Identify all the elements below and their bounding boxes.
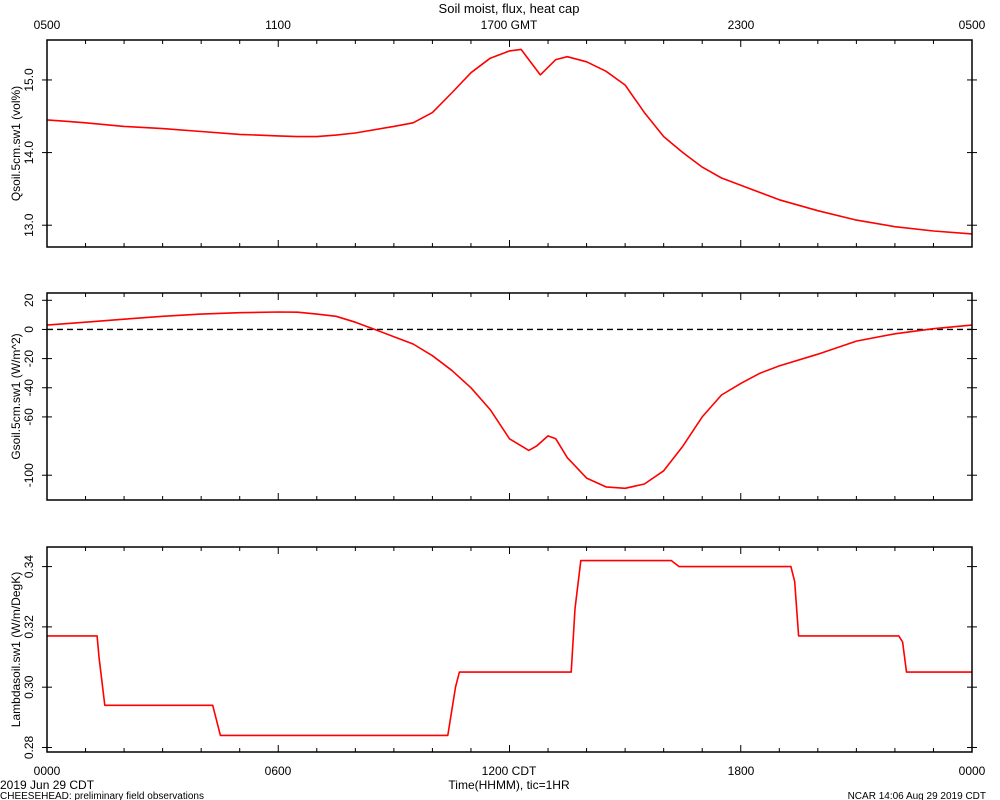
y-tick-label: -60: [22, 408, 36, 426]
y-tick-label: 0.28: [22, 735, 36, 759]
y-tick-label: 13.0: [22, 213, 36, 237]
soil-heat-flux-panel: -100 -60 -40 -20 0 20 Gsoil.5cm.sw1 (W/m^2): [9, 292, 977, 501]
series-line: [47, 559, 972, 737]
y-tick-label: 0.34: [22, 555, 36, 579]
series-line: [46, 311, 973, 490]
footer-left: CHEESEHEAD: preliminary field observatio…: [0, 791, 204, 800]
bottom-tick-label: 1200 CDT: [482, 764, 537, 778]
bottom-tick-label: 0600: [265, 764, 292, 778]
y-tick-label: 0.32: [22, 615, 36, 639]
top-tick-label: 1100: [265, 18, 291, 32]
bottom-tick-label: 0000: [34, 764, 61, 778]
bottom-tick-label: 0000: [959, 764, 986, 778]
y-axis-label: Gsoil.5cm.sw1 (W/m^2): [9, 333, 23, 459]
top-tick-label: 1700 GMT: [481, 18, 538, 32]
y-tick-label: -20: [22, 350, 36, 368]
top-tick-label: 2300: [728, 18, 755, 32]
y-tick-label: 15.0: [22, 68, 36, 92]
y-tick-label: 14.0: [22, 141, 36, 165]
y-axis-label: Lambdasoil.sw1 (W/m/DegK): [9, 572, 23, 727]
top-tick-label: 0500: [959, 18, 986, 32]
series-line: [46, 48, 973, 235]
date-label: 2019 Jun 29 CDT: [0, 778, 95, 792]
y-axis-label: Qsoil.5cm.sw1 (vol%): [9, 86, 23, 201]
y-tick-label: -40: [22, 379, 36, 397]
plot-frame: [46, 39, 973, 248]
y-tick-label: 0: [22, 326, 36, 333]
x-axis-label: Time(HHMM), tic=1HR: [448, 778, 570, 792]
top-axis-labels: 0500 1100 1700 GMT 2300 0500: [34, 18, 986, 32]
bottom-tick-label: 1800: [728, 764, 755, 778]
chart-title: Soil moist, flux, heat cap: [439, 1, 580, 16]
plot-frame: [46, 546, 973, 753]
bottom-axis-labels: 0000 0600 1200 CDT 1800 0000: [34, 764, 986, 778]
y-tick-label: -100: [22, 463, 36, 487]
top-tick-label: 0500: [34, 18, 61, 32]
plot-frame: [46, 292, 973, 501]
y-tick-label: 20: [22, 293, 36, 307]
y-tick-label: 0.30: [22, 675, 36, 699]
footer-right: NCAR 14:06 Aug 29 2019 CDT: [848, 791, 986, 800]
